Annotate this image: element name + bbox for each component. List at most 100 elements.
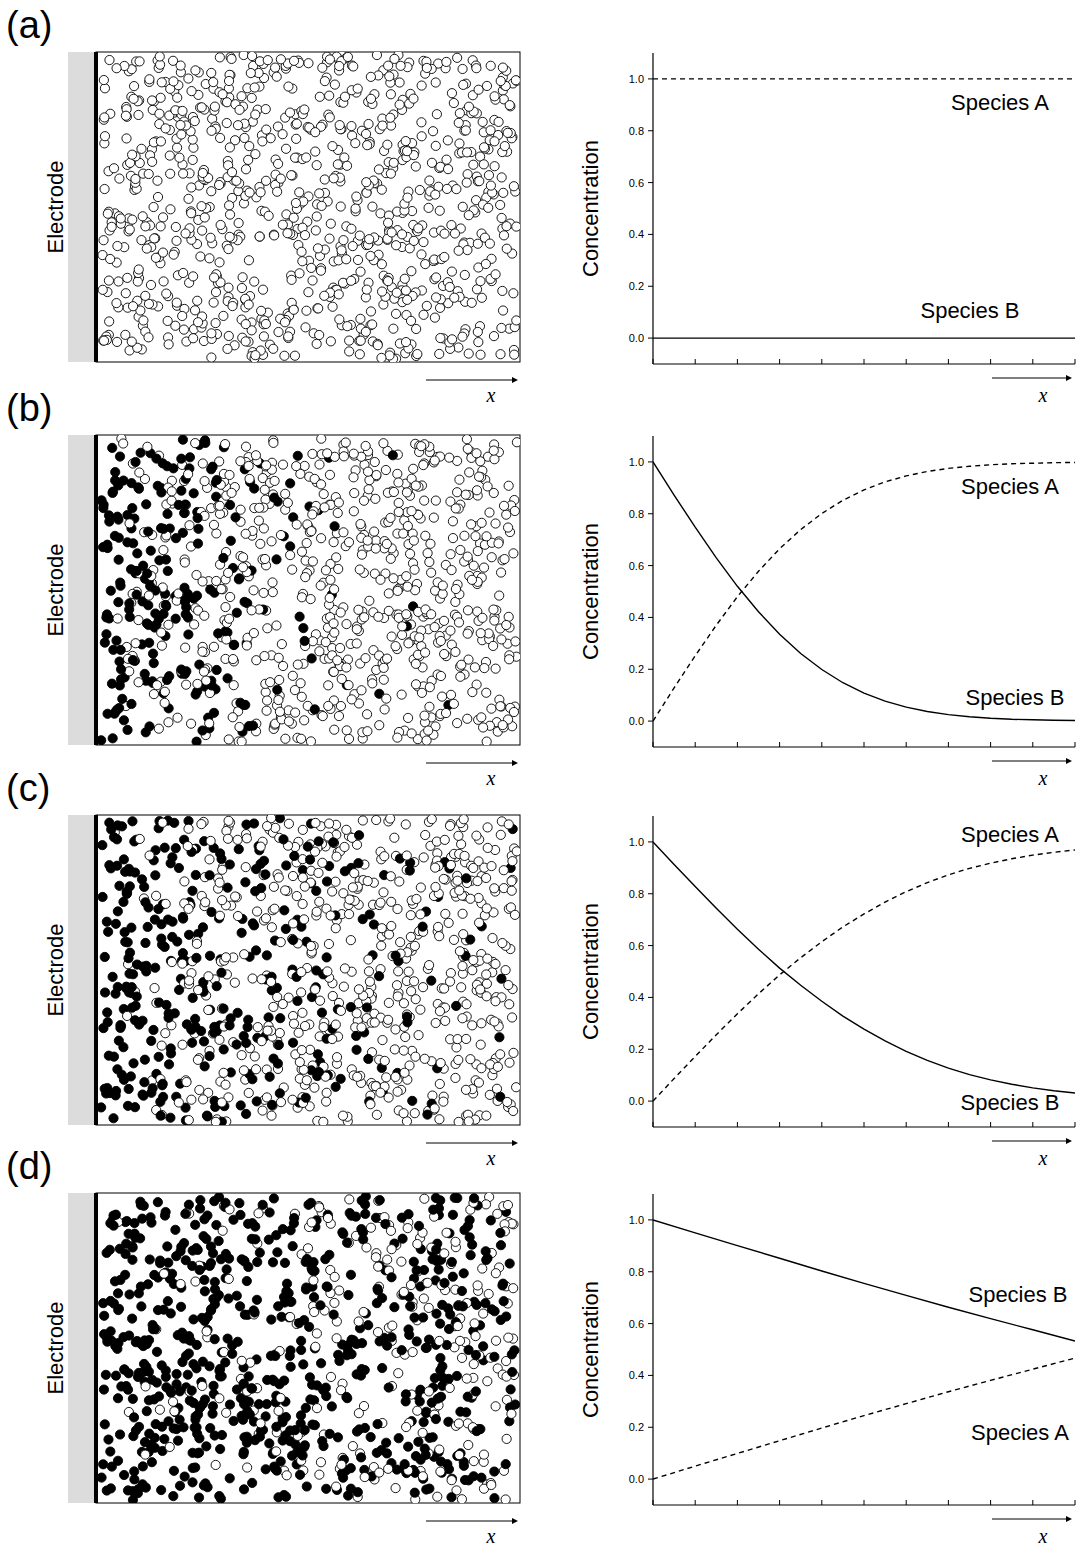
y-tick <box>648 78 653 79</box>
x-arrow <box>992 761 1066 762</box>
y-tick <box>648 513 653 514</box>
particle <box>275 707 284 716</box>
particle <box>496 200 505 209</box>
particle <box>345 347 354 356</box>
particle <box>497 323 506 332</box>
particle <box>437 692 446 701</box>
particle <box>491 519 500 528</box>
particle <box>435 349 444 358</box>
particle <box>241 320 250 329</box>
particle <box>226 536 235 545</box>
particle <box>336 608 345 617</box>
x-tick <box>737 359 738 364</box>
particle <box>209 78 218 87</box>
particle <box>225 470 234 479</box>
particle <box>191 439 200 448</box>
particle <box>312 161 321 170</box>
particle <box>202 676 211 685</box>
particle <box>321 566 330 575</box>
particle <box>184 74 193 83</box>
particle <box>145 75 154 84</box>
particle <box>156 137 165 146</box>
particle <box>161 600 170 609</box>
particle <box>215 258 224 267</box>
y-tick-label: 0.8 <box>629 125 644 137</box>
particle <box>175 153 184 162</box>
particle <box>355 565 364 574</box>
x-tick <box>737 742 738 747</box>
particle <box>421 259 430 268</box>
particle <box>212 665 221 674</box>
particle <box>469 561 478 570</box>
particle <box>240 597 249 606</box>
y-tick <box>648 617 653 618</box>
particle <box>509 289 518 298</box>
particle <box>197 202 206 211</box>
particle <box>380 705 389 714</box>
particle <box>431 496 440 505</box>
particle <box>352 639 361 648</box>
particle <box>99 500 108 509</box>
particle <box>129 94 138 103</box>
particle <box>227 54 236 63</box>
particle <box>296 679 305 688</box>
particle <box>419 237 428 246</box>
particle <box>99 236 108 245</box>
particle <box>379 439 388 448</box>
particle <box>490 92 499 101</box>
particle <box>105 55 114 64</box>
particle <box>415 633 424 642</box>
particle <box>484 203 493 212</box>
particle <box>453 718 462 727</box>
particle <box>442 57 451 66</box>
particle <box>287 171 296 180</box>
particle <box>119 439 128 448</box>
particle <box>417 442 426 451</box>
particle <box>436 636 445 645</box>
particle <box>356 314 365 323</box>
particle <box>105 517 114 526</box>
particle <box>177 130 186 139</box>
particle <box>192 591 201 600</box>
particle <box>365 596 374 605</box>
particle <box>320 291 329 300</box>
particle <box>394 498 403 507</box>
particle <box>504 481 513 490</box>
x-tick <box>821 742 822 747</box>
particle <box>179 325 188 334</box>
particle <box>258 285 267 294</box>
particle <box>115 703 124 712</box>
particle <box>244 300 253 309</box>
particle <box>289 56 298 65</box>
particle <box>112 636 121 645</box>
particle <box>114 533 123 542</box>
x-tick <box>653 359 654 364</box>
particle <box>155 52 164 61</box>
particle <box>424 726 433 735</box>
particle <box>509 182 518 191</box>
particle <box>312 212 321 221</box>
particle <box>113 614 122 623</box>
particle <box>370 527 379 536</box>
particle <box>139 316 148 325</box>
particle <box>315 92 324 101</box>
particle <box>463 606 472 615</box>
particle <box>383 218 392 227</box>
particle <box>247 606 256 615</box>
particle <box>304 288 313 297</box>
particle <box>313 244 322 253</box>
particle <box>261 105 270 114</box>
particle <box>218 90 227 99</box>
particle <box>340 92 349 101</box>
y-tick <box>648 182 653 183</box>
particle <box>391 309 400 318</box>
particle <box>190 620 199 629</box>
particle <box>266 134 275 143</box>
particle <box>382 654 391 663</box>
panel-label: (b) <box>6 387 52 429</box>
x-tick <box>864 359 865 364</box>
diagram-x-label: x <box>486 767 496 789</box>
particle <box>180 508 189 517</box>
particle <box>106 586 115 595</box>
particle <box>158 213 167 222</box>
